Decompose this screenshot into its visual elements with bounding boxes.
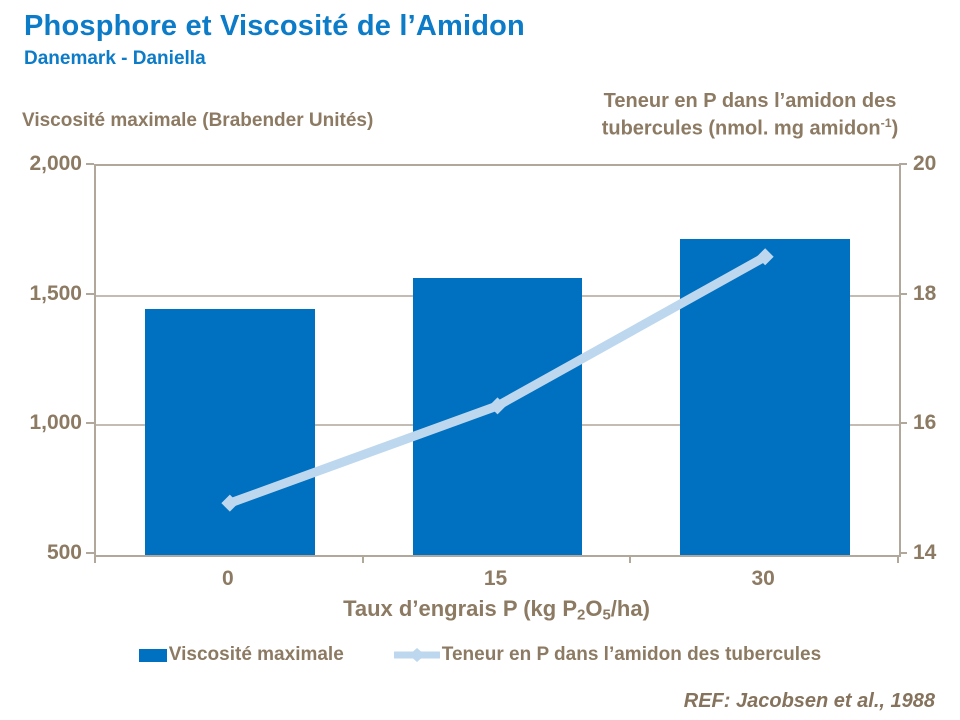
- line-point-diamond-marker: [489, 397, 506, 415]
- line-series-teneur-en-p: [221, 248, 774, 512]
- left-axis-tick-label: 1,000: [29, 411, 82, 435]
- x-axis-title-sub5: 5: [602, 606, 611, 624]
- left-axis-tick-label: 500: [46, 541, 82, 564]
- legend-item-viscosite: Viscosité maximale: [138, 644, 344, 666]
- x-axis-tick-mark: [629, 555, 632, 563]
- right-axis-title: Teneur en P dans l’amidon des tubercules …: [560, 88, 940, 143]
- right-axis-tick-label: 18: [913, 281, 937, 305]
- left-axis-tick-label: 2,000: [29, 152, 82, 175]
- right-axis-tick-mark: [899, 163, 907, 165]
- right-axis-tick-mark: [899, 552, 907, 554]
- x-axis-title: Taux d’engrais P (kg P2O5/ha): [94, 596, 899, 624]
- right-axis-tick-mark: [899, 292, 907, 295]
- x-axis-title-text: Taux d’engrais P (kg P: [343, 596, 577, 621]
- plot-area: [94, 164, 901, 557]
- right-axis-tick-mark: [899, 422, 907, 425]
- right-axis-title-close: ): [891, 117, 899, 140]
- legend-item-teneur: Teneur en P dans l’amidon des tubercules: [393, 644, 822, 666]
- right-axis-tick-label: 14: [913, 541, 937, 564]
- bar-viscosite-maximale: [144, 308, 315, 555]
- legend-bar-swatch-icon: [138, 648, 167, 662]
- x-axis-tick-label: 30: [751, 567, 775, 590]
- legend-item-label: Viscosité maximale: [168, 644, 344, 665]
- x-axis-title-text: /ha): [610, 596, 650, 621]
- reference-text: REF: Jacobsen et al., 1988: [683, 690, 935, 712]
- x-axis-tick-label: 0: [221, 567, 234, 590]
- line-point-diamond-marker: [221, 494, 239, 512]
- right-axis-tick-label: 20: [913, 152, 937, 175]
- line-point-diamond-marker: [756, 248, 774, 266]
- legend-line-diamond-swatch-icon: [393, 646, 440, 664]
- x-axis-tick-mark: [94, 555, 96, 563]
- left-axis-tick-mark: [86, 422, 94, 425]
- left-axis-title: Viscosité maximale (Brabender Unités): [22, 110, 374, 131]
- chart-title: Phosphore et Viscosité de l’Amidon: [24, 10, 525, 42]
- x-axis-tick-label: 15: [483, 567, 508, 590]
- right-axis-title-line1: Teneur en P dans l’amidon des: [603, 90, 897, 112]
- left-axis-tick-mark: [86, 292, 94, 295]
- right-axis-tick-label: 16: [913, 411, 937, 435]
- left-axis-tick-mark: [86, 163, 94, 165]
- bar-viscosite-maximale: [412, 277, 583, 555]
- legend: Viscosité maximale Teneur en P dans l’am…: [0, 644, 960, 666]
- right-axis-title-line2: tubercules (nmol. mg amidon: [601, 117, 881, 140]
- right-axis-title-superscript: -1: [880, 116, 892, 130]
- left-axis-tick-label: 1,500: [29, 281, 82, 305]
- x-axis-title-sub2: 2: [577, 606, 586, 624]
- x-axis-tick-mark: [361, 555, 364, 563]
- x-axis-tick-mark: [897, 555, 899, 563]
- legend-item-label: Teneur en P dans l’amidon des tubercules: [441, 644, 822, 665]
- left-axis-tick-mark: [86, 552, 94, 554]
- chart-subtitle: Danemark - Daniella: [24, 48, 206, 69]
- x-axis-title-text: O: [585, 596, 603, 621]
